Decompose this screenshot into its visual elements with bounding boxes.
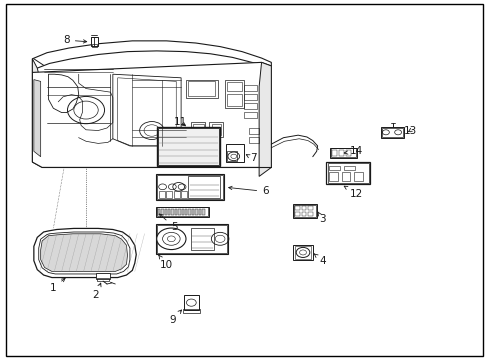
Polygon shape	[48, 74, 79, 113]
Bar	[178, 209, 180, 215]
Bar	[294, 205, 315, 217]
Bar	[329, 148, 356, 158]
Text: 3: 3	[317, 212, 325, 224]
Bar	[92, 44, 97, 47]
Bar	[188, 209, 190, 215]
Bar	[293, 204, 316, 218]
Bar	[188, 176, 220, 198]
Text: 14: 14	[344, 146, 363, 156]
Bar	[166, 192, 172, 198]
Bar	[183, 296, 198, 310]
Bar	[190, 122, 205, 137]
Bar	[381, 128, 403, 137]
Bar	[156, 174, 224, 200]
Bar	[329, 166, 339, 170]
Bar	[184, 209, 187, 215]
Bar	[164, 209, 166, 215]
Polygon shape	[32, 59, 42, 167]
Bar	[156, 207, 209, 217]
Bar	[226, 151, 236, 161]
Bar	[96, 273, 110, 279]
Bar	[331, 150, 336, 156]
Bar	[301, 206, 306, 210]
Bar	[343, 166, 354, 170]
Bar	[295, 206, 300, 210]
Bar	[346, 150, 350, 156]
Bar	[209, 122, 223, 137]
Text: 10: 10	[159, 255, 173, 270]
Bar	[195, 209, 197, 215]
Text: 2: 2	[92, 283, 101, 301]
Text: 12: 12	[344, 186, 363, 199]
Polygon shape	[259, 62, 271, 176]
Bar	[156, 224, 227, 253]
Bar	[227, 94, 242, 107]
Bar	[249, 128, 259, 134]
Bar	[157, 175, 223, 199]
Bar	[301, 212, 306, 216]
Bar	[294, 246, 311, 259]
Bar	[97, 278, 109, 281]
Polygon shape	[34, 80, 41, 157]
Text: 8: 8	[63, 35, 86, 45]
Polygon shape	[34, 228, 136, 278]
Text: 11: 11	[173, 117, 186, 127]
Bar	[244, 103, 256, 109]
Bar	[329, 172, 337, 181]
Text: 13: 13	[403, 126, 416, 135]
Bar	[224, 80, 244, 108]
Bar	[244, 112, 256, 118]
Text: 6: 6	[228, 186, 268, 197]
Bar	[182, 309, 200, 314]
Polygon shape	[32, 41, 271, 72]
Bar	[198, 209, 201, 215]
Bar	[158, 128, 218, 165]
Bar	[353, 172, 362, 181]
Bar	[326, 162, 369, 184]
Bar	[91, 37, 98, 45]
Bar	[293, 245, 312, 260]
Text: 1: 1	[50, 278, 65, 293]
Bar	[327, 163, 368, 183]
Bar	[227, 82, 242, 91]
Bar	[249, 137, 259, 143]
Bar	[330, 148, 355, 157]
Bar	[341, 172, 349, 181]
Bar	[191, 209, 194, 215]
Bar	[181, 209, 183, 215]
Bar	[161, 209, 163, 215]
Bar	[307, 212, 312, 216]
Text: 5: 5	[159, 214, 177, 232]
Bar	[188, 81, 215, 96]
Bar	[181, 192, 186, 198]
Text: 7: 7	[246, 153, 256, 163]
Bar	[244, 85, 256, 91]
Bar	[380, 127, 404, 138]
Bar	[190, 228, 214, 250]
Bar	[193, 124, 203, 135]
Bar	[307, 206, 312, 210]
Bar	[157, 225, 226, 253]
Bar	[173, 192, 179, 198]
Polygon shape	[41, 234, 127, 271]
Bar	[174, 209, 177, 215]
Bar	[158, 209, 160, 215]
Bar	[211, 124, 220, 135]
Polygon shape	[32, 62, 271, 167]
Bar	[159, 192, 164, 198]
Bar	[157, 127, 220, 166]
Bar	[244, 94, 256, 100]
Circle shape	[157, 228, 185, 249]
Bar	[185, 80, 217, 98]
Bar	[171, 209, 173, 215]
Bar	[202, 209, 204, 215]
Bar	[295, 212, 300, 216]
Bar	[157, 207, 208, 216]
Bar	[338, 150, 343, 156]
Text: 9: 9	[169, 310, 181, 325]
Bar	[225, 144, 244, 162]
Text: 4: 4	[313, 254, 325, 266]
Bar	[167, 209, 170, 215]
